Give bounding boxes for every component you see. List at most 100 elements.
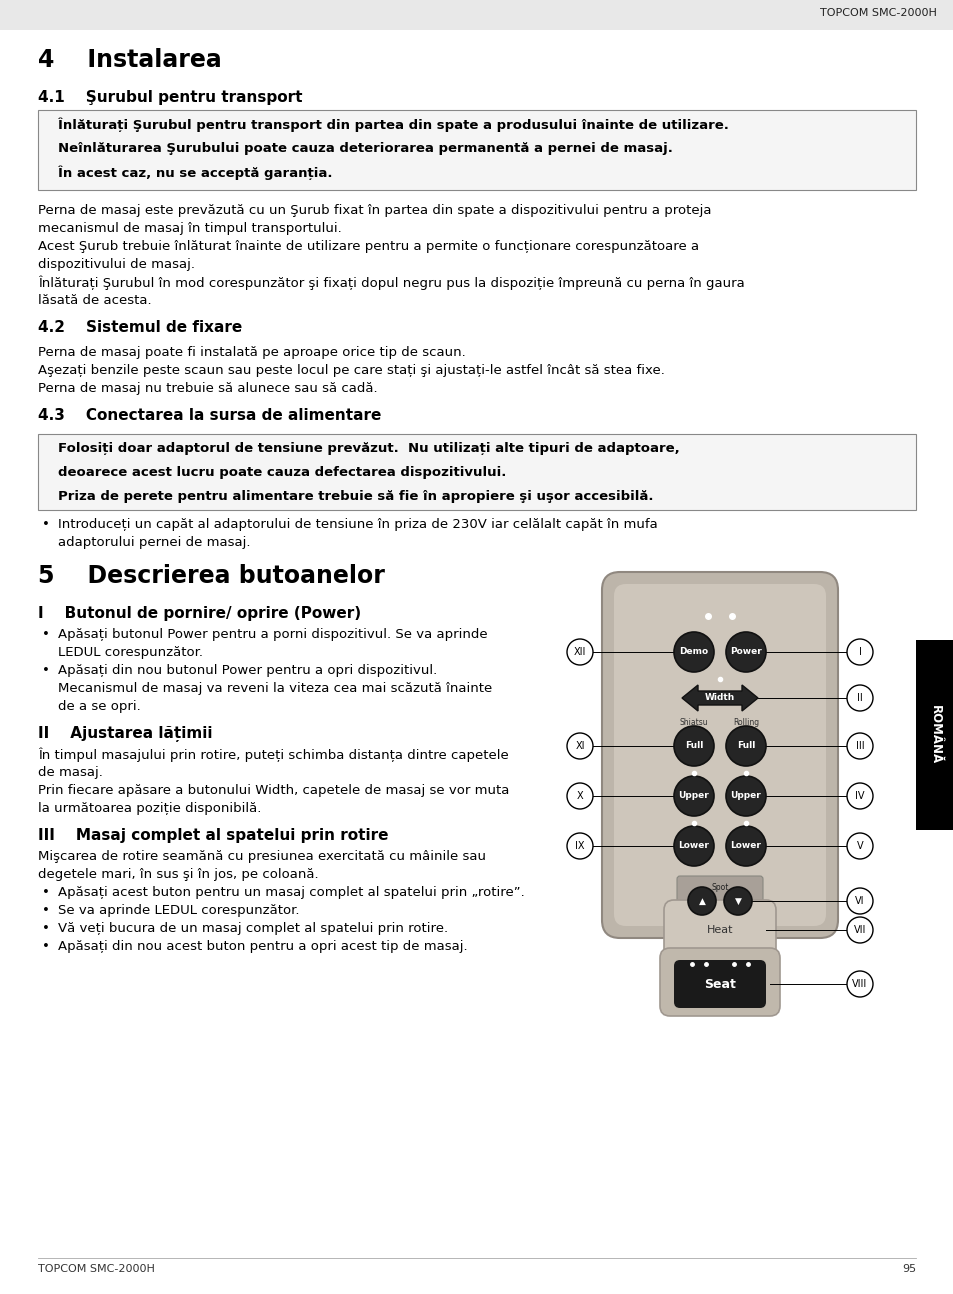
Text: deoarece acest lucru poate cauza defectarea dispozitivului.: deoarece acest lucru poate cauza defecta… [58, 466, 506, 479]
Text: •: • [42, 939, 50, 952]
Text: Înlăturați Şurubul în mod corespunzător şi fixați dopul negru pus la dispoziție : Înlăturați Şurubul în mod corespunzător … [38, 276, 744, 290]
Text: Power: Power [729, 647, 761, 656]
Text: III    Masaj complet al spatelui prin rotire: III Masaj complet al spatelui prin rotir… [38, 828, 388, 842]
Circle shape [566, 639, 593, 665]
Text: Aşezați benzile peste scaun sau peste locul pe care stați şi ajustați-le astfel : Aşezați benzile peste scaun sau peste lo… [38, 364, 664, 377]
Text: VIII: VIII [851, 980, 866, 989]
Text: 5    Descrierea butoanelor: 5 Descrierea butoanelor [38, 564, 384, 587]
Circle shape [687, 886, 716, 915]
Text: III: III [855, 741, 863, 751]
Text: I: I [858, 647, 861, 657]
Text: LEDUL corespunzător.: LEDUL corespunzător. [58, 646, 203, 659]
Text: Folosiți doar adaptorul de tensiune prevăzut.  Nu utilizați alte tipuri de adapt: Folosiți doar adaptorul de tensiune prev… [58, 443, 679, 455]
Text: •: • [42, 886, 50, 899]
Text: Priza de perete pentru alimentare trebuie să fie în apropiere şi uşor accesibilă: Priza de perete pentru alimentare trebui… [58, 490, 653, 503]
Text: I    Butonul de pornire/ oprire (Power): I Butonul de pornire/ oprire (Power) [38, 606, 361, 621]
Text: adaptorului pernei de masaj.: adaptorului pernei de masaj. [58, 536, 251, 549]
Text: Lower: Lower [730, 841, 760, 850]
Bar [38, 433, 915, 510]
Text: degetele mari, în sus şi în jos, pe coloană.: degetele mari, în sus şi în jos, pe colo… [38, 868, 318, 881]
Text: Acest Şurub trebuie înlăturat înainte de utilizare pentru a permite o funcționar: Acest Şurub trebuie înlăturat înainte de… [38, 239, 699, 254]
Text: 4    Instalarea: 4 Instalarea [38, 48, 221, 72]
Text: Heat: Heat [706, 925, 733, 936]
Bar [0, 0, 953, 30]
Text: VI: VI [854, 895, 863, 906]
Circle shape [846, 917, 872, 943]
Circle shape [673, 631, 713, 672]
Text: Apăsați din nou butonul Power pentru a opri dispozitivul.: Apăsați din nou butonul Power pentru a o… [58, 664, 436, 677]
Circle shape [846, 685, 872, 710]
Circle shape [725, 776, 765, 817]
Text: TOPCOM SMC-2000H: TOPCOM SMC-2000H [820, 8, 936, 18]
Circle shape [673, 826, 713, 866]
Text: Demo: Demo [679, 647, 708, 656]
Text: Apăsați acest buton pentru un masaj complet al spatelui prin „rotire”.: Apăsați acest buton pentru un masaj comp… [58, 886, 524, 899]
Text: Perna de masaj nu trebuie să alunece sau să cadă.: Perna de masaj nu trebuie să alunece sau… [38, 382, 377, 395]
Circle shape [846, 732, 872, 760]
Text: •: • [42, 628, 50, 641]
FancyBboxPatch shape [601, 572, 837, 938]
Circle shape [846, 783, 872, 809]
Text: VII: VII [853, 925, 865, 936]
FancyBboxPatch shape [614, 584, 825, 927]
Text: de masaj.: de masaj. [38, 766, 103, 779]
Text: •: • [42, 518, 50, 531]
Text: Full: Full [684, 741, 702, 751]
Text: ▼: ▼ [734, 897, 740, 906]
Circle shape [566, 833, 593, 859]
FancyBboxPatch shape [673, 960, 765, 1008]
Text: Rolling: Rolling [732, 718, 759, 727]
Polygon shape [681, 685, 758, 710]
Text: Introduceți un capăt al adaptorului de tensiune în priza de 230V iar celălalt ca: Introduceți un capăt al adaptorului de t… [58, 518, 657, 531]
Text: lăsată de acesta.: lăsată de acesta. [38, 294, 152, 307]
Text: În acest caz, nu se acceptă garanția.: În acest caz, nu se acceptă garanția. [58, 166, 333, 180]
Circle shape [566, 783, 593, 809]
Circle shape [673, 776, 713, 817]
Text: Vă veți bucura de un masaj complet al spatelui prin rotire.: Vă veți bucura de un masaj complet al sp… [58, 923, 448, 936]
Circle shape [725, 826, 765, 866]
Circle shape [846, 639, 872, 665]
Circle shape [846, 970, 872, 996]
Text: Se va aprinde LEDUL corespunzător.: Se va aprinde LEDUL corespunzător. [58, 905, 299, 917]
Text: Shiatsu: Shiatsu [679, 718, 707, 727]
Text: Seat: Seat [703, 977, 735, 990]
Text: Full: Full [736, 741, 755, 751]
Text: Upper: Upper [678, 792, 709, 801]
Text: Lower: Lower [678, 841, 709, 850]
Text: V: V [856, 841, 862, 851]
Text: la următoarea poziție disponibilă.: la următoarea poziție disponibilă. [38, 802, 261, 815]
FancyBboxPatch shape [663, 901, 775, 958]
Circle shape [566, 732, 593, 760]
Text: Mecanismul de masaj va reveni la viteza cea mai scăzută înainte: Mecanismul de masaj va reveni la viteza … [58, 682, 492, 695]
Text: Apăsați butonul Power pentru a porni dispozitivul. Se va aprinde: Apăsați butonul Power pentru a porni dis… [58, 628, 487, 641]
Circle shape [846, 888, 872, 914]
Text: În timpul masajului prin rotire, puteți schimba distanța dintre capetele: În timpul masajului prin rotire, puteți … [38, 748, 508, 762]
Text: IV: IV [854, 791, 863, 801]
Text: •: • [42, 923, 50, 936]
Text: mecanismul de masaj în timpul transportului.: mecanismul de masaj în timpul transportu… [38, 223, 341, 236]
Circle shape [723, 886, 751, 915]
Text: Upper: Upper [730, 792, 760, 801]
Text: II    Ajustarea lățimii: II Ajustarea lățimii [38, 726, 213, 741]
Text: Înlăturați Şurubul pentru transport din partea din spate a produsului înainte de: Înlăturați Şurubul pentru transport din … [58, 118, 728, 132]
Text: Perna de masaj este prevăzută cu un Şurub fixat în partea din spate a dispozitiv: Perna de masaj este prevăzută cu un Şuru… [38, 204, 711, 217]
Text: XI: XI [575, 741, 584, 751]
Text: II: II [856, 694, 862, 703]
Text: X: X [576, 791, 582, 801]
Text: Prin fiecare apăsare a butonului Width, capetele de masaj se vor muta: Prin fiecare apăsare a butonului Width, … [38, 784, 509, 797]
Text: ▲: ▲ [698, 897, 704, 906]
Text: XII: XII [573, 647, 585, 657]
Bar [38, 110, 915, 190]
Text: TOPCOM SMC-2000H: TOPCOM SMC-2000H [38, 1264, 154, 1275]
Text: •: • [42, 664, 50, 677]
FancyBboxPatch shape [677, 876, 762, 916]
Text: 4.1    Şurubul pentru transport: 4.1 Şurubul pentru transport [38, 91, 302, 105]
Text: dispozitivului de masaj.: dispozitivului de masaj. [38, 258, 194, 270]
Text: 4.3    Conectarea la sursa de alimentare: 4.3 Conectarea la sursa de alimentare [38, 408, 381, 423]
Text: Width: Width [704, 694, 735, 703]
Text: Mişcarea de rotire seamănă cu presiunea exercitată cu mâinile sau: Mişcarea de rotire seamănă cu presiunea … [38, 850, 485, 863]
Text: Perna de masaj poate fi instalată pe aproape orice tip de scaun.: Perna de masaj poate fi instalată pe apr… [38, 345, 465, 358]
Text: Spot: Spot [711, 883, 728, 892]
Text: ROMÂNĂ: ROMÂNĂ [927, 705, 941, 765]
Circle shape [725, 631, 765, 672]
